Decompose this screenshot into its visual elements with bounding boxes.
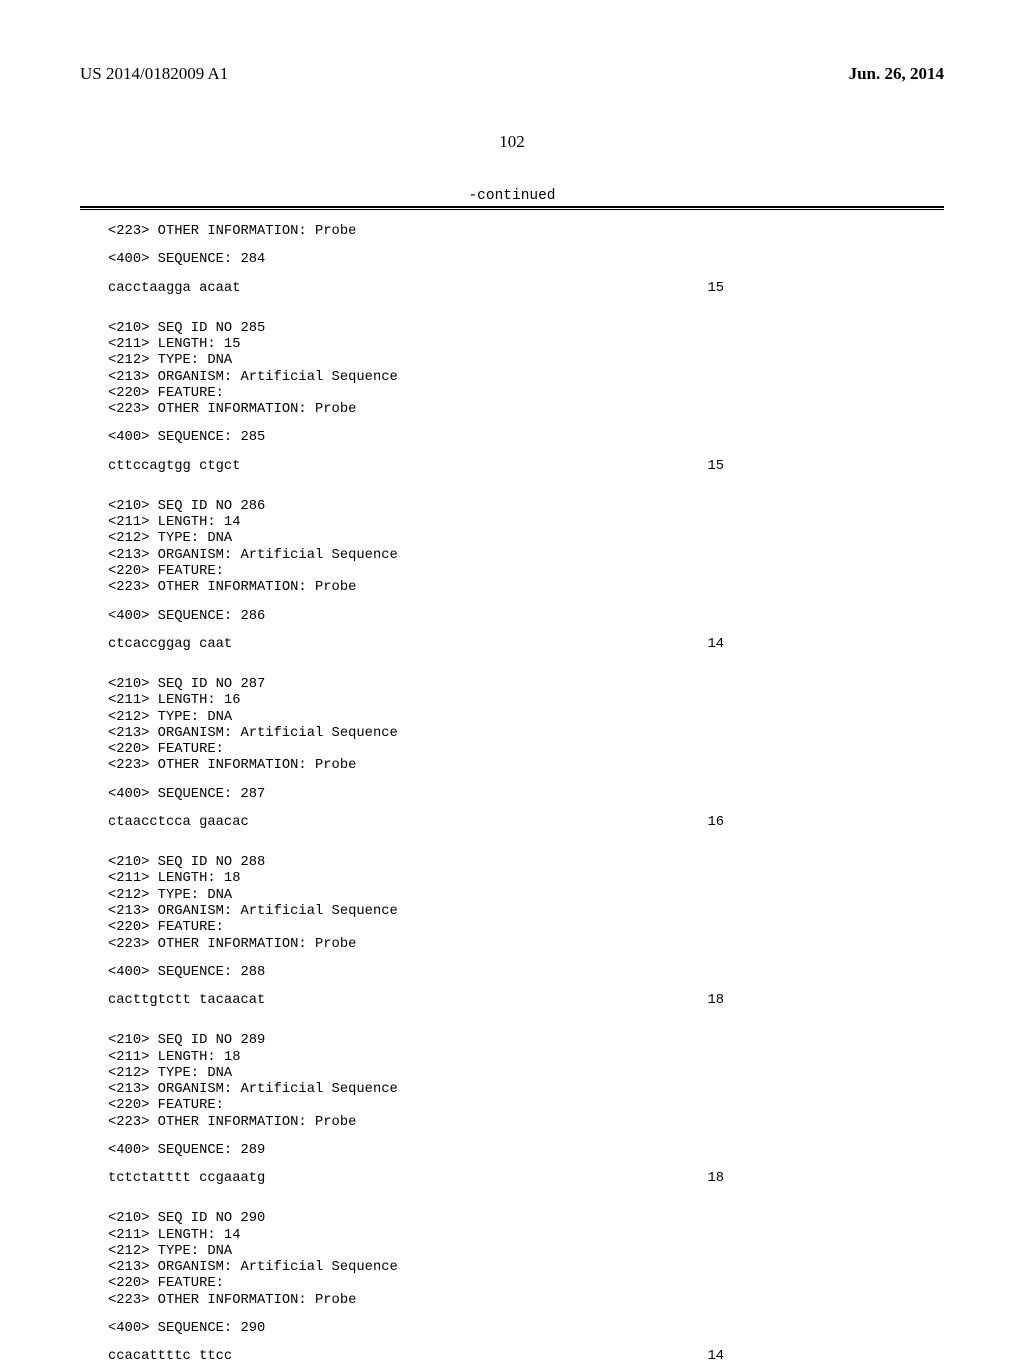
meta-line: <213> ORGANISM: Artificial Sequence (108, 1260, 934, 1276)
sequence-block: <210> SEQ ID NO 289 <211> LENGTH: 18 <21… (108, 1033, 934, 1187)
meta-line: <223> OTHER INFORMATION: Probe (108, 937, 934, 953)
meta-line: <211> LENGTH: 15 (108, 337, 934, 353)
sequence-row: ccacattttc ttcc 14 (108, 1349, 934, 1365)
meta-line: <210> SEQ ID NO 290 (108, 1211, 934, 1227)
meta-line: <210> SEQ ID NO 289 (108, 1033, 934, 1049)
meta-line: <213> ORGANISM: Artificial Sequence (108, 904, 934, 920)
meta-line: <220> FEATURE: (108, 1276, 934, 1292)
page-header: US 2014/0182009 A1 Jun. 26, 2014 (80, 64, 944, 84)
meta-line: <220> FEATURE: (108, 386, 934, 402)
horizontal-rule (80, 206, 944, 210)
sequence-length: 18 (707, 1171, 934, 1187)
meta-line: <223> OTHER INFORMATION: Probe (108, 1115, 934, 1131)
sequence-length: 18 (707, 993, 934, 1009)
page-number: 102 (80, 132, 944, 152)
meta-line: <210> SEQ ID NO 286 (108, 499, 934, 515)
continued-label: -continued (80, 188, 944, 204)
sequence-text: ccacattttc ttcc (108, 1349, 232, 1365)
meta-line: <220> FEATURE: (108, 564, 934, 580)
meta-line: <211> LENGTH: 16 (108, 693, 934, 709)
sequence-block: <210> SEQ ID NO 286 <211> LENGTH: 14 <21… (108, 499, 934, 653)
meta-line: <212> TYPE: DNA (108, 1244, 934, 1260)
meta-line: <220> FEATURE: (108, 1098, 934, 1114)
sequence-header: <400> SEQUENCE: 289 (108, 1143, 934, 1159)
sequence-block: <210> SEQ ID NO 290 <211> LENGTH: 14 <21… (108, 1211, 934, 1365)
meta-line: <212> TYPE: DNA (108, 353, 934, 369)
sequence-block: <210> SEQ ID NO 287 <211> LENGTH: 16 <21… (108, 677, 934, 831)
sequence-header: <400> SEQUENCE: 285 (108, 430, 934, 446)
sequence-row: tctctatttt ccgaaatg 18 (108, 1171, 934, 1187)
meta-line: <210> SEQ ID NO 287 (108, 677, 934, 693)
meta-line: <212> TYPE: DNA (108, 888, 934, 904)
sequence-header: <400> SEQUENCE: 290 (108, 1321, 934, 1337)
meta-line: <212> TYPE: DNA (108, 531, 934, 547)
sequence-text: cacttgtctt tacaacat (108, 993, 265, 1009)
meta-line: <223> OTHER INFORMATION: Probe (108, 758, 934, 774)
sequence-row: ctaacctcca gaacac 16 (108, 815, 934, 831)
sequence-block: <210> SEQ ID NO 285 <211> LENGTH: 15 <21… (108, 321, 934, 475)
meta-line: <213> ORGANISM: Artificial Sequence (108, 548, 934, 564)
meta-line: <223> OTHER INFORMATION: Probe (108, 580, 934, 596)
meta-line: <212> TYPE: DNA (108, 1066, 934, 1082)
meta-line: <223> OTHER INFORMATION: Probe (108, 1293, 934, 1309)
meta-line: <220> FEATURE: (108, 920, 934, 936)
sequence-length: 14 (707, 637, 934, 653)
sequence-header: <400> SEQUENCE: 284 (108, 252, 934, 268)
meta-line: <211> LENGTH: 14 (108, 515, 934, 531)
sequence-text: ctaacctcca gaacac (108, 815, 249, 831)
meta-line: <223> OTHER INFORMATION: Probe (108, 224, 934, 240)
sequence-row: cacttgtctt tacaacat 18 (108, 993, 934, 1009)
meta-line: <213> ORGANISM: Artificial Sequence (108, 726, 934, 742)
sequence-block: <223> OTHER INFORMATION: Probe <400> SEQ… (108, 224, 934, 297)
sequence-text: cttccagtgg ctgct (108, 459, 240, 475)
sequence-length: 15 (707, 281, 934, 297)
sequence-length: 16 (707, 815, 934, 831)
meta-line: <211> LENGTH: 18 (108, 871, 934, 887)
sequence-block: <210> SEQ ID NO 288 <211> LENGTH: 18 <21… (108, 855, 934, 1009)
sequence-row: cttccagtgg ctgct 15 (108, 459, 934, 475)
meta-line: <213> ORGANISM: Artificial Sequence (108, 1082, 934, 1098)
meta-line: <211> LENGTH: 14 (108, 1228, 934, 1244)
meta-line: <210> SEQ ID NO 288 (108, 855, 934, 871)
sequence-length: 14 (707, 1349, 934, 1365)
sequence-listing: <223> OTHER INFORMATION: Probe <400> SEQ… (80, 224, 944, 1366)
sequence-row: cacctaagga acaat 15 (108, 281, 934, 297)
meta-line: <211> LENGTH: 18 (108, 1050, 934, 1066)
sequence-header: <400> SEQUENCE: 286 (108, 609, 934, 625)
meta-line: <220> FEATURE: (108, 742, 934, 758)
sequence-header: <400> SEQUENCE: 287 (108, 787, 934, 803)
sequence-text: ctcaccggag caat (108, 637, 232, 653)
meta-line: <213> ORGANISM: Artificial Sequence (108, 370, 934, 386)
sequence-row: ctcaccggag caat 14 (108, 637, 934, 653)
sequence-header: <400> SEQUENCE: 288 (108, 965, 934, 981)
sequence-text: tctctatttt ccgaaatg (108, 1171, 265, 1187)
meta-line: <212> TYPE: DNA (108, 710, 934, 726)
publication-number: US 2014/0182009 A1 (80, 64, 228, 84)
publication-date: Jun. 26, 2014 (849, 64, 944, 84)
sequence-text: cacctaagga acaat (108, 281, 240, 297)
sequence-length: 15 (707, 459, 934, 475)
meta-line: <210> SEQ ID NO 285 (108, 321, 934, 337)
meta-line: <223> OTHER INFORMATION: Probe (108, 402, 934, 418)
